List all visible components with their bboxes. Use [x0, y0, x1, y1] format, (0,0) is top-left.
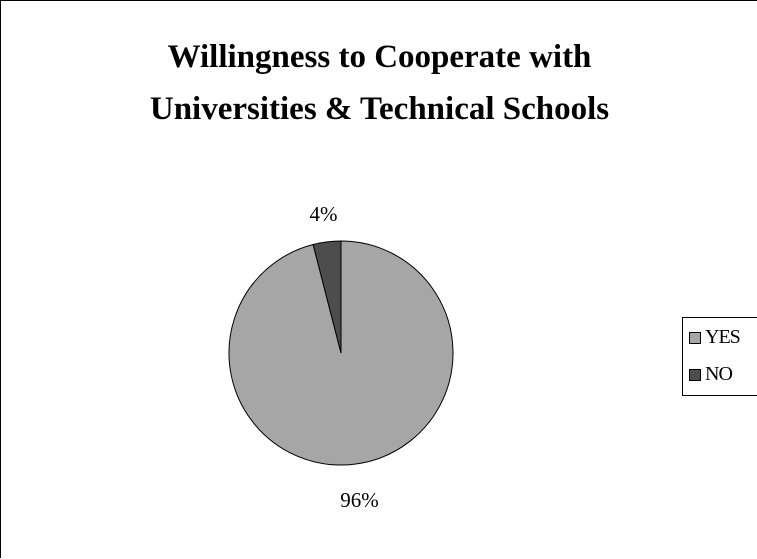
pie-slice-no — [312, 240, 342, 354]
chart-title: Willingness to Cooperate with Universiti… — [1, 31, 757, 135]
legend: YES NO — [682, 317, 757, 396]
slice-label-yes: 96% — [340, 488, 379, 512]
legend-swatch-yes — [689, 331, 701, 344]
legend-item-yes: YES — [689, 326, 741, 349]
legend-label-yes: YES — [705, 326, 741, 348]
legend-label-no: NO — [705, 363, 733, 385]
legend-item-no: NO — [689, 363, 733, 386]
chart-title-line-2: Universities & Technical Schools — [149, 91, 610, 127]
chart-title-line-1: Willingness to Cooperate with — [167, 39, 592, 75]
legend-swatch-no — [689, 368, 701, 381]
slice-label-no: 4% — [309, 202, 337, 226]
